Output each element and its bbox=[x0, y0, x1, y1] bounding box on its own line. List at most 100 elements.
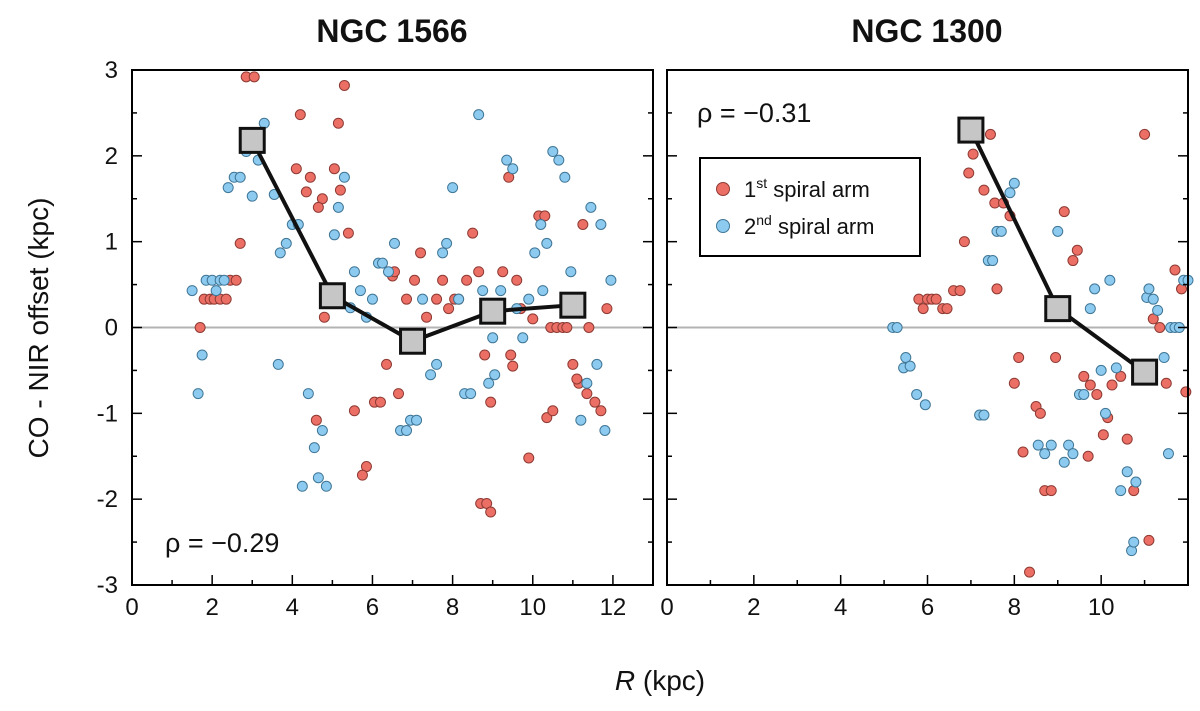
arm1-point bbox=[304, 171, 316, 183]
arm1-point bbox=[332, 117, 344, 129]
arm2-point bbox=[495, 285, 507, 297]
arm2-point bbox=[411, 414, 423, 426]
arm1-point bbox=[1058, 206, 1070, 218]
y-tick-label: -3 bbox=[97, 572, 118, 599]
panel-ngc1300: 0 2 4 6 8 10 NGC 1300 ρ = −0.31 1st spiral ar… bbox=[660, 13, 1194, 621]
arm2-point bbox=[246, 190, 258, 202]
arm2-point bbox=[904, 360, 916, 372]
arm1-point bbox=[1082, 450, 1094, 462]
arm1-point bbox=[1097, 429, 1109, 441]
arm1-point bbox=[1091, 388, 1103, 400]
arm1-point bbox=[348, 405, 360, 417]
binned-median-marker bbox=[1044, 295, 1072, 323]
arm2-point bbox=[537, 285, 549, 297]
arm1-point bbox=[356, 469, 368, 481]
arm2-point bbox=[1089, 283, 1101, 295]
arm2-point bbox=[316, 425, 328, 436]
x-tick-label: 8 bbox=[1008, 594, 1021, 621]
binned-median-marker bbox=[957, 116, 985, 144]
arm2-point bbox=[272, 358, 284, 370]
arm2-point bbox=[1130, 476, 1142, 488]
arm2-point bbox=[296, 480, 308, 492]
arm2-point bbox=[376, 257, 388, 269]
arm1-point bbox=[547, 405, 559, 417]
y-tick-label: 0 bbox=[105, 315, 118, 342]
arm1-point bbox=[1160, 377, 1172, 389]
arm2-point bbox=[565, 266, 577, 278]
arm2-point bbox=[1045, 439, 1057, 451]
arm2-point bbox=[1032, 439, 1044, 451]
x-tick-label: 4 bbox=[834, 594, 847, 621]
y-tick-label: -1 bbox=[97, 400, 118, 427]
panel-title-ngc1300: NGC 1300 bbox=[851, 13, 1002, 49]
arm2-point bbox=[366, 293, 378, 305]
arm2-point bbox=[274, 247, 286, 259]
arm2-point bbox=[437, 247, 449, 259]
binned-median-marker bbox=[238, 126, 266, 154]
arm2-point bbox=[987, 255, 999, 267]
arm2-point bbox=[441, 237, 453, 249]
arm2-point bbox=[1063, 439, 1075, 451]
arm2-point bbox=[354, 285, 366, 297]
arm2-point bbox=[978, 409, 990, 421]
arm2-point bbox=[581, 377, 593, 389]
arm2-point bbox=[218, 274, 230, 286]
binned-median-marker bbox=[559, 291, 587, 319]
arm1-point bbox=[479, 349, 491, 361]
x-tick-label: 2 bbox=[205, 594, 218, 621]
arm1-point bbox=[930, 293, 942, 305]
arm1-point bbox=[497, 266, 509, 278]
arm1-point bbox=[194, 322, 206, 333]
arm2-point bbox=[1100, 407, 1112, 419]
arm1-point bbox=[380, 358, 392, 370]
arm2-point bbox=[431, 358, 443, 370]
arm1-point bbox=[601, 303, 613, 315]
arm2-point bbox=[487, 332, 499, 344]
arm2-point bbox=[1110, 362, 1122, 374]
arm1-point bbox=[409, 274, 421, 286]
arm1-point bbox=[421, 311, 433, 323]
arm2-point bbox=[541, 237, 553, 249]
arm1-point bbox=[431, 293, 443, 305]
arm2-point bbox=[382, 266, 394, 278]
arm2-point bbox=[553, 154, 565, 166]
arm1-point bbox=[941, 303, 953, 315]
arm1-point bbox=[1024, 566, 1036, 578]
arm2-point bbox=[517, 332, 529, 344]
arm1-point bbox=[1067, 255, 1079, 267]
arm1-point bbox=[1106, 379, 1118, 391]
arm1-point bbox=[541, 412, 553, 424]
y-tick-label: -2 bbox=[97, 486, 118, 513]
arm1-point bbox=[1147, 313, 1159, 325]
binned-median-marker bbox=[399, 327, 427, 355]
arm2-point bbox=[595, 219, 607, 230]
arm2-point bbox=[473, 109, 485, 121]
arm2-point bbox=[501, 154, 513, 166]
arm1-point bbox=[1034, 407, 1046, 419]
panel-ngc1300-frame bbox=[666, 69, 1189, 586]
arm2-point bbox=[1008, 177, 1020, 189]
x-tick-label: 10 bbox=[519, 594, 546, 621]
arm1-point bbox=[958, 236, 970, 248]
arm2-point bbox=[417, 293, 429, 305]
arm2-point bbox=[234, 171, 246, 183]
arm1-point bbox=[234, 237, 246, 249]
x-tick-label: 0 bbox=[660, 594, 673, 621]
arm1-point bbox=[294, 109, 306, 121]
legend-arm1-number: 1 bbox=[744, 177, 756, 202]
legend-arm2-superscript: nd bbox=[756, 212, 772, 228]
arm2-point bbox=[389, 237, 401, 249]
arm2-point bbox=[575, 414, 587, 426]
x-tick-label: 10 bbox=[1088, 594, 1115, 621]
arm2-point bbox=[312, 472, 324, 484]
arm2-point bbox=[1147, 293, 1159, 305]
arm1-point bbox=[461, 274, 473, 286]
arm2-point bbox=[559, 171, 571, 183]
arm2-point bbox=[1052, 225, 1064, 237]
arm2-point bbox=[1104, 274, 1116, 286]
panel-title-ngc1566: NGC 1566 bbox=[316, 13, 467, 49]
arm1-point bbox=[1115, 370, 1127, 382]
arm1-point bbox=[1078, 370, 1090, 382]
